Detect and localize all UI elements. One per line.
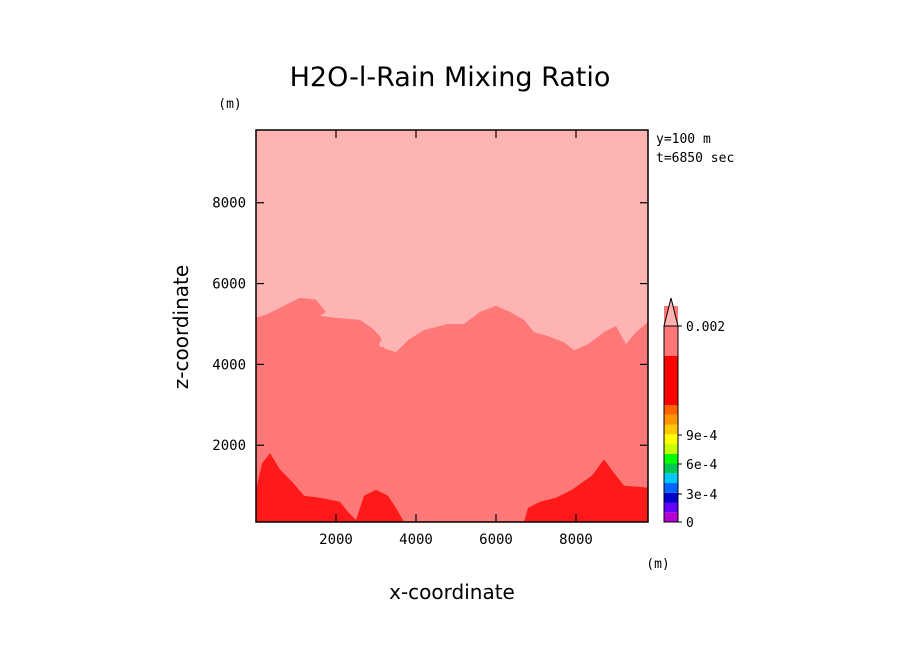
colorbar-segment [664,502,678,513]
region-lower [256,453,648,522]
colorbar-segment [664,405,678,415]
colorbar-tick-label: 6e-4 [686,458,717,473]
y-tick-label: 4000 [212,357,246,373]
x-unit-label: (m) [646,557,669,572]
colorbar-segment [664,453,678,464]
colorbar-segment [664,512,678,523]
x-tick-label: 4000 [399,532,433,548]
region-upper-pocket [379,341,385,348]
colorbar-tick-label: 0.002 [686,320,725,335]
y-axis-label: z-coordinate [169,265,193,389]
colorbar-segment [664,424,678,435]
annotation-t: t=6850 sec [656,151,734,166]
colorbar-segment [664,356,678,405]
y-unit-label: (m) [218,97,241,112]
colorbar-tick-label: 9e-4 [686,429,717,444]
colorbar: 0.002 9e-4 6e-4 3e-4 0 [663,297,725,531]
plot-area: 2000 4000 6000 8000 2000 4000 6000 8000 [212,129,649,548]
colorbar-segment [664,414,678,425]
colorbar-tick-label: 3e-4 [686,488,717,503]
colorbar-segment [664,492,678,503]
x-tick-label: 6000 [479,532,513,548]
colorbar-segment [664,444,678,454]
y-tick-label: 2000 [212,438,246,454]
colorbar-tick-label: 0 [686,516,694,531]
chart-title: H2O-l-Rain Mixing Ratio [290,62,611,93]
x-axis-label: x-coordinate [389,580,515,604]
x-tick-label: 8000 [559,532,593,548]
colorbar-segment [664,473,678,484]
colorbar-segment [664,463,678,474]
colorbar-segment [664,434,678,445]
plot-frame [255,129,649,523]
x-tick-label: 2000 [319,532,353,548]
colorbar-frame [663,325,679,523]
annotation-y: y=100 m [656,132,711,147]
colorbar-segment [664,483,678,493]
region-middle [256,297,648,522]
y-tick-label: 6000 [212,277,246,293]
y-tick-label: 8000 [212,196,246,212]
